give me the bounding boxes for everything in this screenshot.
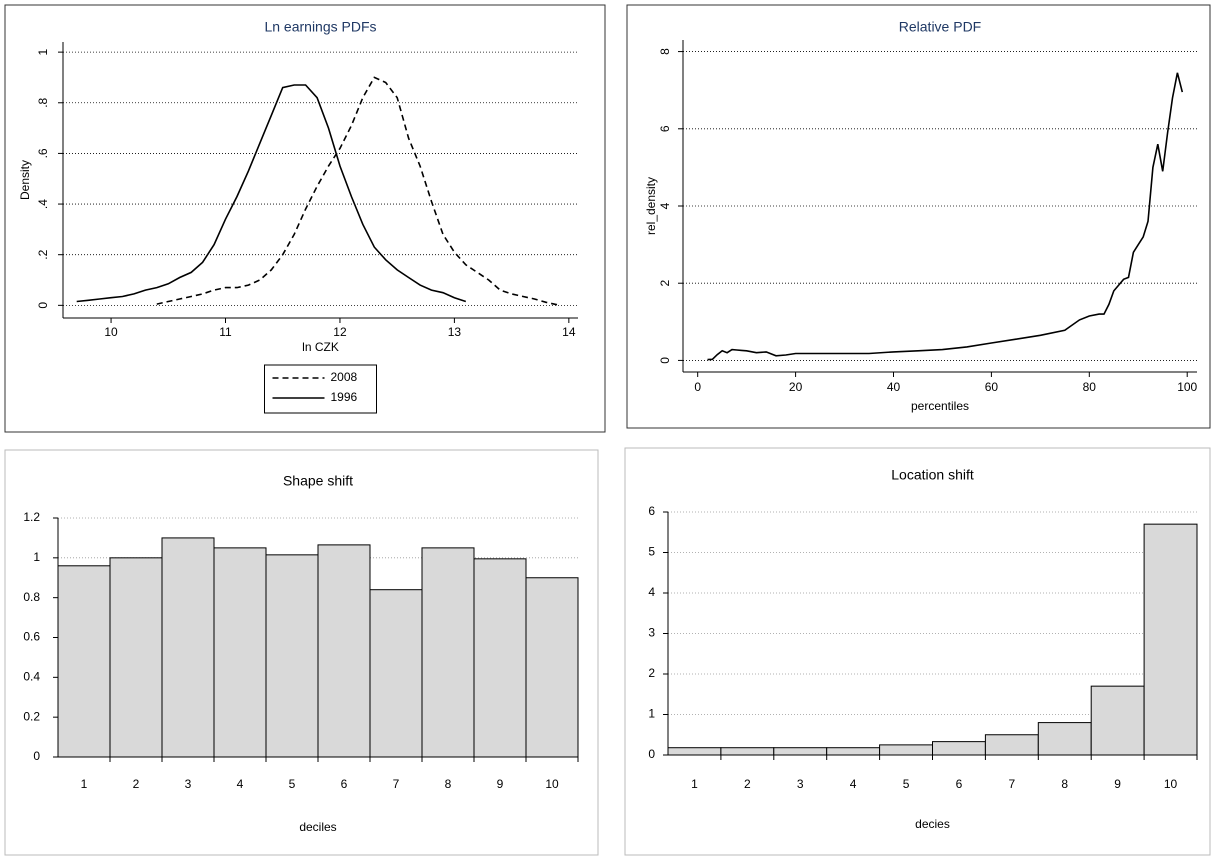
x-tick-label: 7 xyxy=(1009,777,1016,791)
x-tick-label: 2 xyxy=(133,777,140,791)
x-tick-label: 60 xyxy=(985,380,999,394)
x-tick-label: 10 xyxy=(104,325,118,339)
y-tick-label: 0 xyxy=(648,747,655,761)
x-tick-label: 8 xyxy=(445,777,452,791)
y-tick-label: .2 xyxy=(36,249,50,259)
chart-title: Location shift xyxy=(891,467,974,483)
bar xyxy=(1037,722,1092,756)
x-tick-label: 5 xyxy=(903,777,910,791)
bar xyxy=(525,577,579,758)
x-tick-label: 10 xyxy=(1164,777,1178,791)
x-tick-label: 3 xyxy=(797,777,804,791)
bar xyxy=(473,558,527,758)
y-tick-label: 2 xyxy=(658,280,672,287)
y-tick-label: .8 xyxy=(36,97,50,107)
x-tick-label: 6 xyxy=(341,777,348,791)
x-tick-label: 5 xyxy=(289,777,296,791)
y-tick-label: .6 xyxy=(36,148,50,158)
x-tick-label: 40 xyxy=(887,380,901,394)
bar xyxy=(57,565,111,758)
x-tick-label: 10 xyxy=(545,777,559,791)
y-tick-label: 4 xyxy=(658,202,672,209)
x-tick-label: 14 xyxy=(562,325,576,339)
x-tick-label: 2 xyxy=(744,777,751,791)
x-tick-label: 8 xyxy=(1061,777,1068,791)
x-tick-label: 6 xyxy=(956,777,963,791)
panel-border xyxy=(4,449,599,856)
y-axis-label: rel_density xyxy=(644,177,658,235)
y-tick-label: 0.2 xyxy=(23,709,40,723)
y-tick-label: 1 xyxy=(648,707,655,721)
x-tick-label: 12 xyxy=(333,325,347,339)
y-tick-label: 8 xyxy=(658,48,672,55)
data-line xyxy=(156,76,558,306)
y-axis-label: Density xyxy=(18,160,32,200)
data-line xyxy=(76,84,467,303)
y-tick-label: 1.2 xyxy=(23,510,40,524)
legend-label: 2008 xyxy=(331,370,358,384)
y-tick-label: 1 xyxy=(33,550,40,564)
y-tick-label: 0.6 xyxy=(23,630,40,644)
bar xyxy=(1090,685,1145,756)
y-tick-label: 4 xyxy=(648,585,655,599)
chart-title: Ln earnings PDFs xyxy=(264,19,376,35)
x-axis-label: ln CZK xyxy=(302,340,339,354)
chart-title: Shape shift xyxy=(283,473,353,489)
x-tick-label: 7 xyxy=(393,777,400,791)
panel-border xyxy=(624,447,1211,856)
x-tick-label: 1 xyxy=(81,777,88,791)
bar xyxy=(213,547,267,758)
y-tick-label: 0 xyxy=(33,749,40,763)
legend-label: 1996 xyxy=(331,390,358,404)
x-axis-label: decies xyxy=(915,817,950,831)
bar xyxy=(265,554,319,758)
x-tick-label: 4 xyxy=(237,777,244,791)
y-tick-label: 6 xyxy=(648,504,655,518)
y-tick-label: 1 xyxy=(36,48,50,55)
bar xyxy=(720,747,775,756)
bar xyxy=(369,589,423,758)
bar xyxy=(773,747,828,756)
x-tick-label: 9 xyxy=(497,777,504,791)
bar xyxy=(932,741,986,756)
x-axis-label: deciles xyxy=(299,820,336,834)
y-tick-label: 5 xyxy=(648,545,655,559)
x-tick-label: 20 xyxy=(789,380,803,394)
x-tick-label: 100 xyxy=(1177,380,1197,394)
chart-title: Relative PDF xyxy=(899,19,981,35)
bar xyxy=(317,544,371,758)
y-tick-label: 6 xyxy=(658,125,672,132)
y-tick-label: 0 xyxy=(36,302,50,309)
y-tick-label: .4 xyxy=(36,199,50,209)
bar xyxy=(1143,523,1198,756)
bar xyxy=(984,734,1039,756)
bar xyxy=(826,747,881,756)
data-line xyxy=(707,72,1184,361)
bar xyxy=(667,747,722,756)
panel-border xyxy=(4,4,606,433)
y-tick-label: 0.4 xyxy=(23,670,40,684)
bar xyxy=(421,547,475,758)
x-tick-label: 4 xyxy=(850,777,857,791)
bar xyxy=(879,744,933,756)
bar xyxy=(161,537,215,758)
x-tick-label: 13 xyxy=(448,325,462,339)
x-tick-label: 1 xyxy=(691,777,698,791)
y-tick-label: 3 xyxy=(648,626,655,640)
x-axis-label: percentiles xyxy=(911,399,969,413)
x-tick-label: 0 xyxy=(694,380,701,394)
x-tick-label: 3 xyxy=(185,777,192,791)
x-tick-label: 9 xyxy=(1114,777,1121,791)
panel-border xyxy=(626,4,1211,429)
legend-box xyxy=(264,364,377,414)
bar xyxy=(109,557,163,758)
y-tick-label: 0.8 xyxy=(23,590,40,604)
x-tick-label: 11 xyxy=(219,325,232,339)
y-tick-label: 2 xyxy=(648,666,655,680)
x-tick-label: 80 xyxy=(1083,380,1097,394)
y-tick-label: 0 xyxy=(658,357,672,364)
